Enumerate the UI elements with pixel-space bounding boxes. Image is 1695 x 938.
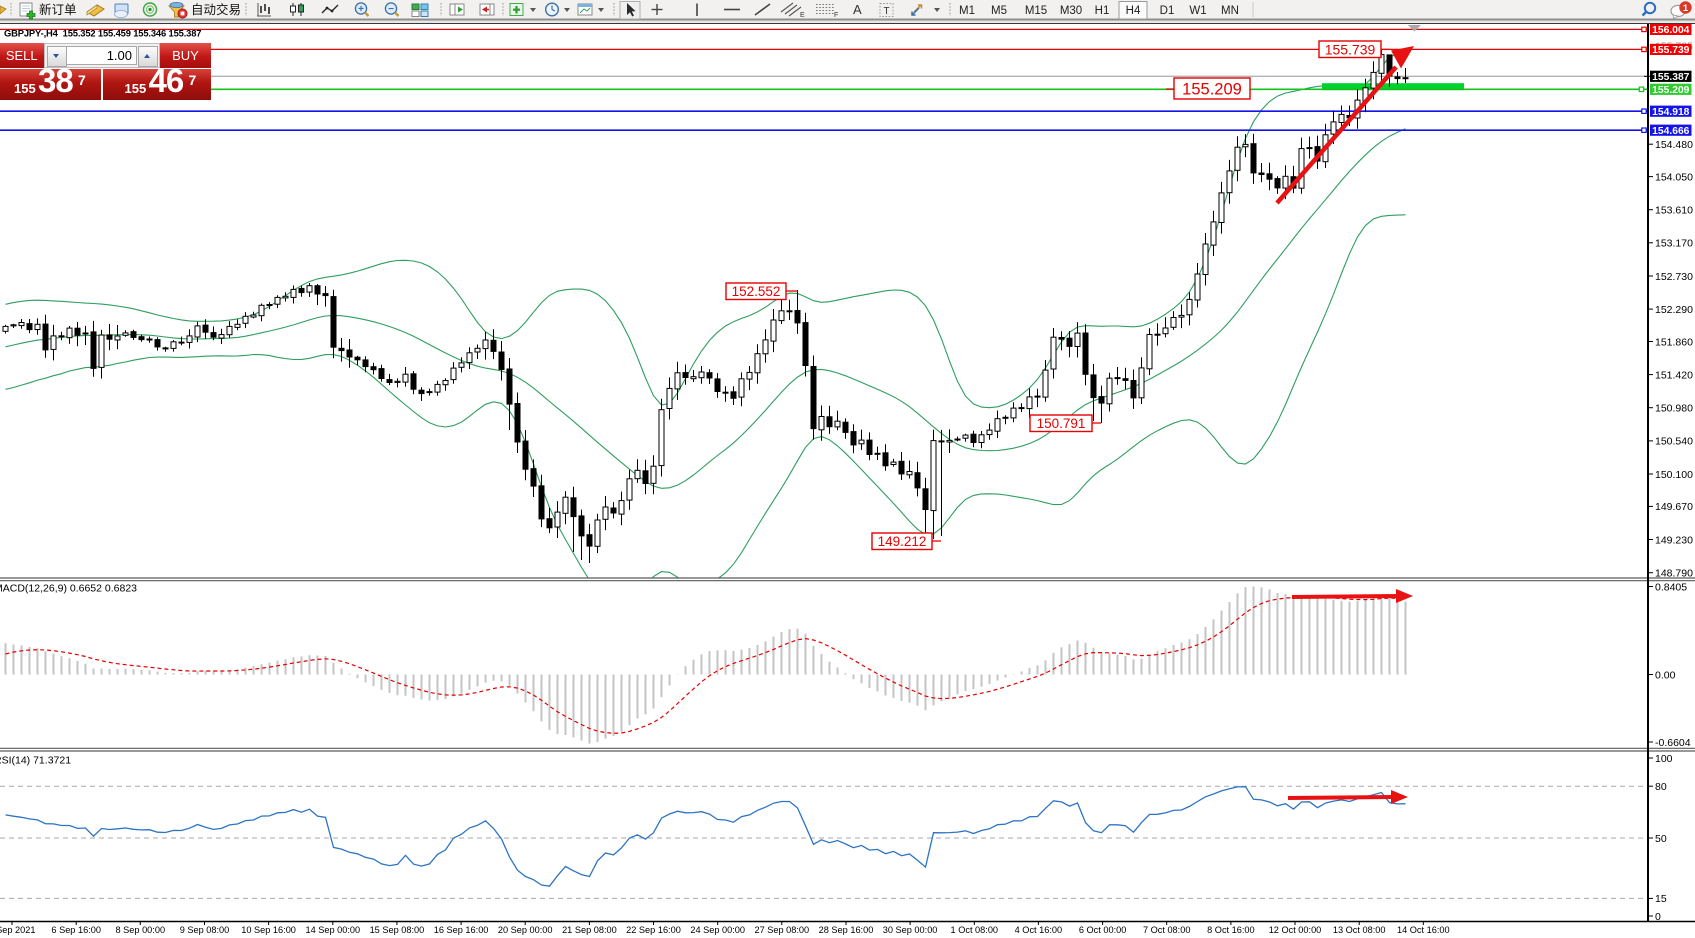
svg-text:GBPJPY-,H4 155.352 155.459 15: GBPJPY-,H4 155.352 155.459 155.346 155.3… — [4, 27, 201, 38]
svg-text:7 Oct 08:00: 7 Oct 08:00 — [1143, 925, 1191, 935]
svg-text:150.540: 150.540 — [1655, 436, 1693, 448]
svg-text:−: − — [388, 4, 394, 15]
svg-text:1 Oct 08:00: 1 Oct 08:00 — [951, 925, 999, 935]
svg-text:148.790: 148.790 — [1655, 568, 1693, 580]
svg-text:152.730: 152.730 — [1655, 271, 1693, 283]
svg-text:MACD(12,26,9) 0.6652 0.6823: MACD(12,26,9) 0.6652 0.6823 — [0, 583, 137, 595]
svg-text:156.004: 156.004 — [1652, 25, 1689, 36]
svg-text:-0.6604: -0.6604 — [1655, 737, 1691, 749]
svg-text:20 Sep 00:00: 20 Sep 00:00 — [498, 925, 553, 935]
svg-text:153.170: 153.170 — [1655, 238, 1693, 250]
svg-text:6 Sep 2021: 6 Sep 2021 — [0, 925, 36, 935]
svg-text:28 Sep 16:00: 28 Sep 16:00 — [819, 925, 874, 935]
svg-text:155.739: 155.739 — [1325, 41, 1376, 57]
svg-text:E: E — [800, 12, 805, 19]
svg-text:153.610: 153.610 — [1655, 205, 1693, 217]
svg-text:H4: H4 — [1126, 5, 1141, 17]
svg-text:15: 15 — [1655, 893, 1667, 905]
svg-text:15 Sep 08:00: 15 Sep 08:00 — [370, 925, 425, 935]
svg-text:8 Sep 00:00: 8 Sep 00:00 — [116, 925, 166, 935]
svg-text:M1: M1 — [959, 5, 975, 17]
svg-text:D1: D1 — [1160, 5, 1175, 17]
svg-text:150.100: 150.100 — [1655, 469, 1693, 481]
svg-text:50: 50 — [1655, 833, 1667, 845]
svg-text:6 Sep 16:00: 6 Sep 16:00 — [51, 925, 101, 935]
svg-text:13 Oct 08:00: 13 Oct 08:00 — [1333, 925, 1386, 935]
svg-text:H1: H1 — [1095, 5, 1110, 17]
svg-text:16 Sep 16:00: 16 Sep 16:00 — [434, 925, 489, 935]
svg-text:RSI(14) 71.3721: RSI(14) 71.3721 — [0, 755, 71, 767]
svg-text:150.980: 150.980 — [1655, 403, 1693, 415]
svg-text:8 Oct 16:00: 8 Oct 16:00 — [1207, 925, 1255, 935]
svg-text:0: 0 — [1655, 911, 1661, 923]
svg-text:151.860: 151.860 — [1655, 336, 1693, 348]
svg-text:12 Oct 00:00: 12 Oct 00:00 — [1269, 925, 1322, 935]
svg-text:24 Sep 00:00: 24 Sep 00:00 — [690, 925, 745, 935]
svg-text:自动交易: 自动交易 — [191, 2, 241, 17]
svg-text:149.230: 149.230 — [1655, 534, 1693, 546]
svg-text:154.480: 154.480 — [1655, 139, 1693, 151]
svg-text:154.050: 154.050 — [1655, 171, 1693, 183]
svg-text:22 Sep 16:00: 22 Sep 16:00 — [626, 925, 681, 935]
svg-text:+: + — [358, 4, 364, 15]
svg-text:新订单: 新订单 — [39, 2, 77, 17]
svg-text:10 Sep 16:00: 10 Sep 16:00 — [241, 925, 296, 935]
svg-text:155.209: 155.209 — [1652, 85, 1689, 96]
svg-text:9 Sep 08:00: 9 Sep 08:00 — [180, 925, 230, 935]
svg-text:154.918: 154.918 — [1652, 107, 1689, 118]
svg-text:M15: M15 — [1025, 5, 1047, 17]
svg-text:152.552: 152.552 — [732, 284, 781, 299]
svg-text:MN: MN — [1221, 5, 1239, 17]
svg-text:151.420: 151.420 — [1655, 369, 1693, 381]
svg-text:6 Oct 00:00: 6 Oct 00:00 — [1079, 925, 1127, 935]
svg-text:F: F — [834, 12, 838, 19]
svg-text:30 Sep 00:00: 30 Sep 00:00 — [883, 925, 938, 935]
svg-text:4 Oct 16:00: 4 Oct 16:00 — [1015, 925, 1063, 935]
svg-text:80: 80 — [1655, 781, 1667, 793]
svg-text:155.387: 155.387 — [1652, 72, 1689, 83]
svg-text:149.212: 149.212 — [878, 534, 927, 549]
svg-text:150.791: 150.791 — [1037, 416, 1086, 431]
svg-text:100: 100 — [1655, 753, 1673, 765]
svg-text:W1: W1 — [1189, 5, 1206, 17]
svg-text:152.290: 152.290 — [1655, 304, 1693, 316]
svg-text:14 Sep 00:00: 14 Sep 00:00 — [305, 925, 360, 935]
svg-text:149.670: 149.670 — [1655, 501, 1693, 513]
svg-text:T: T — [883, 6, 889, 17]
svg-text:27 Sep 08:00: 27 Sep 08:00 — [754, 925, 809, 935]
svg-text:21 Sep 08:00: 21 Sep 08:00 — [562, 925, 617, 935]
svg-text:0.00: 0.00 — [1655, 669, 1676, 681]
svg-text:0.8405: 0.8405 — [1655, 581, 1687, 593]
svg-text:A: A — [853, 2, 862, 17]
svg-text:155.739: 155.739 — [1652, 45, 1689, 56]
svg-text:154.666: 154.666 — [1652, 126, 1689, 137]
svg-text:M5: M5 — [991, 5, 1007, 17]
svg-text:M30: M30 — [1060, 5, 1082, 17]
svg-text:155.209: 155.209 — [1182, 80, 1242, 98]
svg-text:1: 1 — [1683, 3, 1689, 14]
svg-text:14 Oct 16:00: 14 Oct 16:00 — [1397, 925, 1450, 935]
